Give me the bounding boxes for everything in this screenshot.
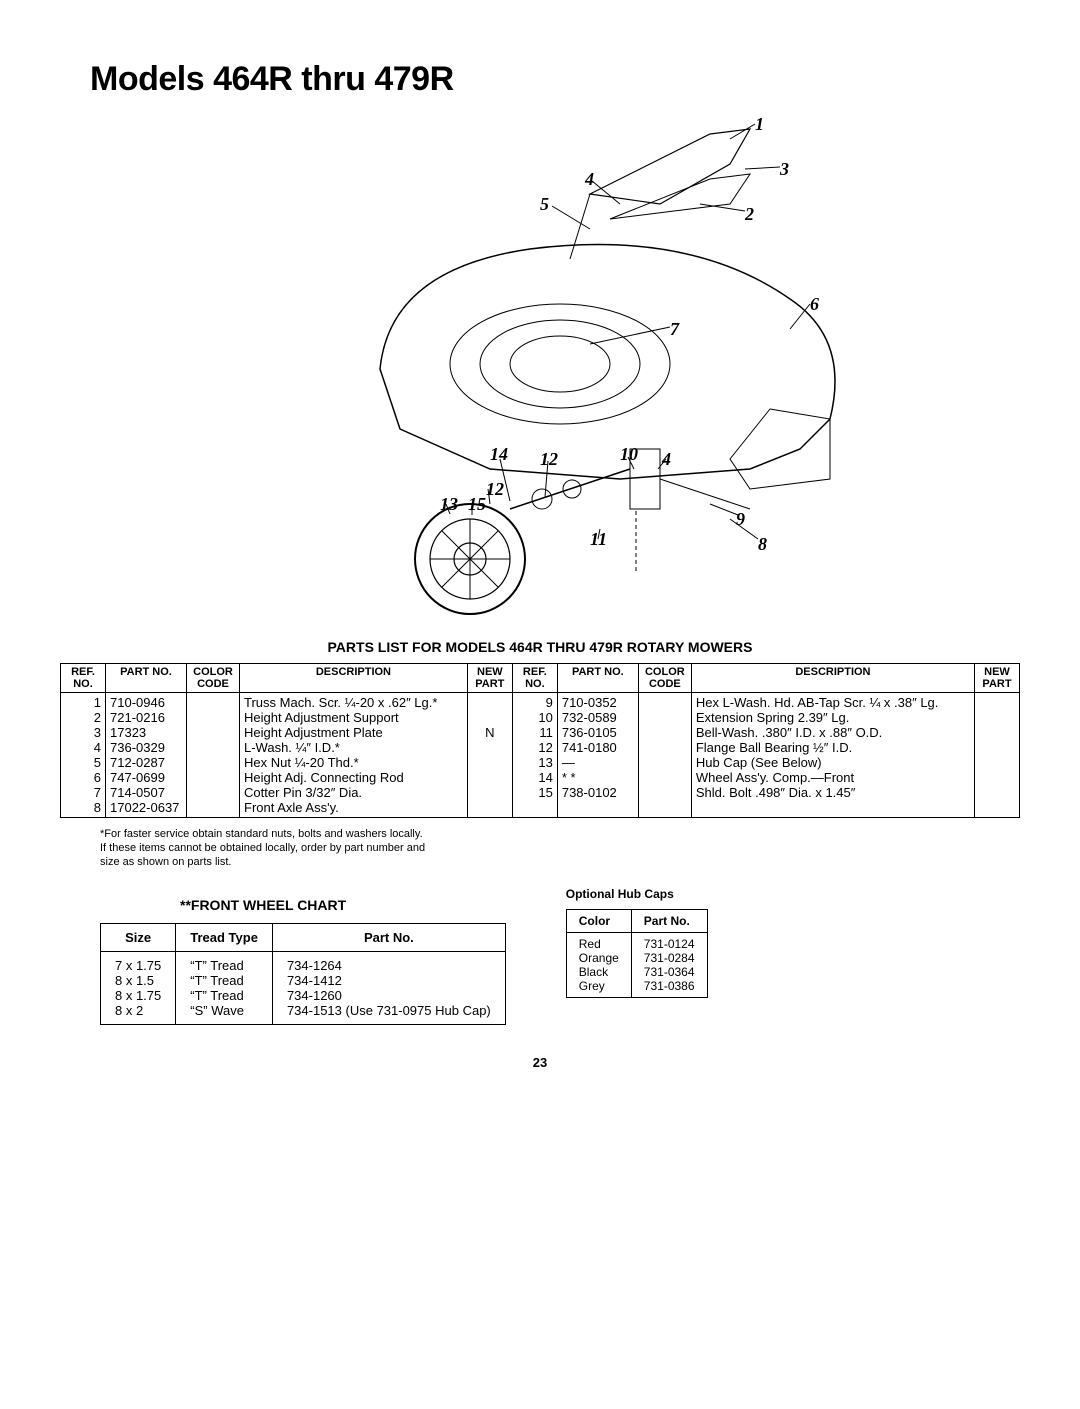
fw-th-tread: Tread Type xyxy=(176,924,273,952)
fw-col-part: 734-1264 734-1412 734-1260 734-1513 (Use… xyxy=(272,952,505,1025)
th-new2: NEW PART xyxy=(975,664,1020,693)
callout-6: 6 xyxy=(810,294,819,315)
hub-caps-table: Color Part No. Red Orange Black Grey731-… xyxy=(566,909,708,998)
parts-col-color xyxy=(638,693,691,818)
exploded-diagram: 134526714121041213151198 xyxy=(190,109,890,629)
parts-col-part: 710-0352 732-0589 736-0105 741-0180 — * … xyxy=(557,693,638,818)
th-color2: COLOR CODE xyxy=(638,664,691,693)
callout-15: 15 xyxy=(468,494,486,515)
th-part2: PART NO. xyxy=(557,664,638,693)
callout-1: 1 xyxy=(755,114,764,135)
parts-col-new xyxy=(975,693,1020,818)
callout-12: 12 xyxy=(486,479,504,500)
th-desc: DESCRIPTION xyxy=(240,664,468,693)
callout-13: 13 xyxy=(440,494,458,515)
callout-8: 8 xyxy=(758,534,767,555)
callout-14: 14 xyxy=(490,444,508,465)
hub-th-part: Part No. xyxy=(631,910,707,933)
callout-5: 5 xyxy=(540,194,549,215)
callout-7: 7 xyxy=(670,319,679,340)
parts-col-part: 710-0946 721-0216 17323 736-0329 712-028… xyxy=(106,693,187,818)
parts-col-new: N xyxy=(467,693,512,818)
front-wheel-chart: Size Tread Type Part No. 7 x 1.75 8 x 1.… xyxy=(100,923,506,1025)
th-new: NEW PART xyxy=(467,664,512,693)
parts-col-ref: 9 10 11 12 13 14 15 xyxy=(512,693,557,818)
th-ref: REF. NO. xyxy=(61,664,106,693)
callout-11: 11 xyxy=(590,529,607,550)
parts-col-color xyxy=(187,693,240,818)
fw-col-size: 7 x 1.75 8 x 1.5 8 x 1.75 8 x 2 xyxy=(101,952,176,1025)
front-wheel-title: **FRONT WHEEL CHART xyxy=(180,897,506,913)
th-ref2: REF. NO. xyxy=(512,664,557,693)
callout-9: 9 xyxy=(736,509,745,530)
hub-col-color: Red Orange Black Grey xyxy=(566,933,631,998)
parts-table: REF. NO. PART NO. COLOR CODE DESCRIPTION… xyxy=(60,663,1020,818)
th-color: COLOR CODE xyxy=(187,664,240,693)
th-part: PART NO. xyxy=(106,664,187,693)
page-title: Models 464R thru 479R xyxy=(90,60,1020,99)
callout-4: 4 xyxy=(585,169,594,190)
fw-col-tread: “T” Tread “T” Tread “T” Tread “S” Wave xyxy=(176,952,273,1025)
parts-col-desc: Truss Mach. Scr. ¼-20 x .62″ Lg.* Height… xyxy=(240,693,468,818)
page-number: 23 xyxy=(60,1055,1020,1070)
fw-th-size: Size xyxy=(101,924,176,952)
footnote: *For faster service obtain standard nuts… xyxy=(100,828,1020,869)
hub-col-part: 731-0124 731-0284 731-0364 731-0386 xyxy=(631,933,707,998)
callout-4: 4 xyxy=(662,449,671,470)
fw-th-part: Part No. xyxy=(272,924,505,952)
th-desc2: DESCRIPTION xyxy=(691,664,974,693)
parts-list-subtitle: PARTS LIST FOR MODELS 464R THRU 479R ROT… xyxy=(60,639,1020,655)
callout-10: 10 xyxy=(620,444,638,465)
parts-col-desc: Hex L-Wash. Hd. AB-Tap Scr. ¼ x .38″ Lg.… xyxy=(691,693,974,818)
parts-col-ref: 1 2 3 4 5 6 7 8 xyxy=(61,693,106,818)
callout-3: 3 xyxy=(780,159,789,180)
hub-caps-title: Optional Hub Caps xyxy=(566,887,708,901)
callout-12: 12 xyxy=(540,449,558,470)
hub-th-color: Color xyxy=(566,910,631,933)
callout-2: 2 xyxy=(745,204,754,225)
